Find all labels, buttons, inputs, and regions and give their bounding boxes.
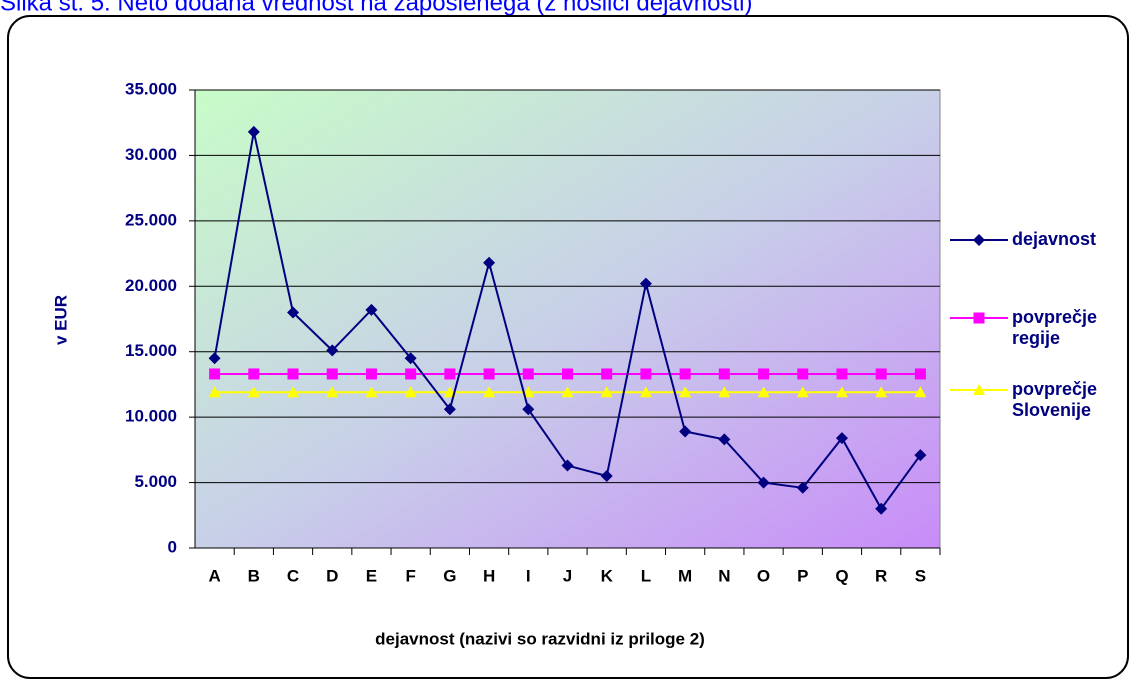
- point: [835, 432, 848, 445]
- point: [973, 312, 985, 324]
- point: [796, 481, 809, 494]
- point: [208, 386, 221, 398]
- x-axis-title: dejavnost (nazivi so razvidni iz priloge…: [375, 629, 705, 648]
- legend-label: povprečje Slovenije: [1012, 379, 1098, 420]
- point: [679, 368, 691, 380]
- point: [561, 459, 574, 472]
- x-tick-label: Q: [835, 566, 848, 585]
- y-tick-label: 10.000: [125, 407, 177, 426]
- point: [718, 386, 731, 398]
- y-tick-label: 0: [168, 537, 177, 556]
- x-tick-label: P: [797, 566, 808, 585]
- point: [326, 368, 338, 380]
- y-tick-label: 5.000: [134, 472, 177, 491]
- x-tick-label: K: [601, 566, 614, 585]
- x-tick-label: L: [641, 566, 651, 585]
- point: [718, 368, 730, 380]
- point: [836, 368, 848, 380]
- x-tick-label: C: [287, 566, 299, 585]
- point: [679, 386, 692, 398]
- point: [365, 386, 378, 398]
- point: [875, 386, 888, 398]
- point: [718, 433, 731, 446]
- point: [483, 386, 496, 398]
- point: [757, 476, 770, 489]
- point: [444, 368, 456, 380]
- point: [875, 502, 888, 515]
- x-tick-label: A: [208, 566, 220, 585]
- point: [522, 403, 535, 416]
- point: [914, 368, 926, 380]
- point: [679, 425, 692, 438]
- point: [443, 403, 456, 416]
- page-title: Slika št. 5: Neto dodana vrednost na zap…: [0, 0, 752, 16]
- point: [522, 368, 534, 380]
- plot-area: [194, 89, 941, 549]
- point: [914, 386, 927, 398]
- point: [796, 386, 809, 398]
- x-tick-label: S: [915, 566, 926, 585]
- point: [600, 386, 613, 398]
- point: [247, 386, 260, 398]
- x-tick-label: I: [526, 566, 531, 585]
- point: [875, 368, 887, 380]
- point: [483, 256, 496, 269]
- point: [640, 368, 652, 380]
- legend-label: dejavnost: [1012, 229, 1097, 249]
- point: [835, 386, 848, 398]
- point: [404, 352, 417, 365]
- point: [561, 386, 574, 398]
- point: [562, 368, 573, 380]
- point: [601, 368, 613, 380]
- point: [639, 277, 652, 290]
- x-tick-label: D: [326, 566, 338, 585]
- point: [326, 344, 339, 357]
- point: [365, 368, 377, 380]
- point: [797, 368, 809, 380]
- point: [973, 234, 985, 246]
- point: [247, 125, 260, 138]
- point: [208, 352, 221, 365]
- x-tick-label: B: [248, 566, 260, 585]
- x-tick-label: H: [483, 566, 495, 585]
- point: [365, 303, 378, 316]
- x-tick-label: E: [366, 566, 377, 585]
- point: [404, 386, 417, 398]
- x-tick-label: J: [563, 566, 572, 585]
- point: [600, 470, 613, 483]
- point: [287, 386, 300, 398]
- point: [639, 386, 652, 398]
- point: [287, 306, 300, 319]
- x-tick-label: N: [718, 566, 730, 585]
- x-tick-label: M: [678, 566, 692, 585]
- point: [287, 368, 299, 380]
- point: [326, 386, 339, 398]
- y-tick-label: 20.000: [125, 276, 177, 295]
- point: [248, 368, 260, 380]
- point: [405, 368, 417, 380]
- x-tick-label: F: [405, 566, 415, 585]
- y-tick-label: 15.000: [125, 341, 177, 360]
- point: [758, 368, 770, 380]
- legend-label: povprečje regije: [1012, 307, 1098, 348]
- y-tick-label: 35.000: [125, 79, 177, 98]
- point: [757, 386, 770, 398]
- y-tick-label: 25.000: [125, 210, 177, 229]
- point: [914, 449, 927, 462]
- point: [209, 368, 221, 380]
- point: [483, 368, 495, 380]
- point: [973, 384, 985, 395]
- y-tick-label: 30.000: [125, 145, 177, 164]
- y-axis-title: v EUR: [51, 295, 70, 345]
- x-tick-label: O: [757, 566, 770, 585]
- x-tick-label: R: [875, 566, 887, 585]
- x-tick-label: G: [443, 566, 456, 585]
